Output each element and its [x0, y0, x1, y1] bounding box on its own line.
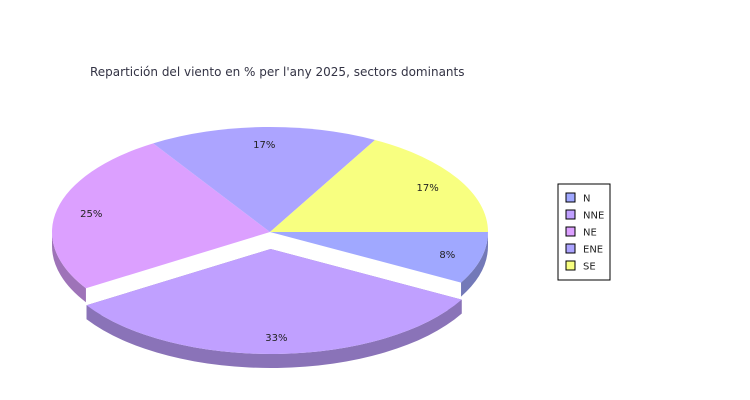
- legend-label-se: SE: [583, 262, 596, 273]
- pie-slice-side-ne: [52, 232, 86, 303]
- slice-label-n: 8%: [439, 250, 455, 261]
- pie-slice-n: [270, 232, 488, 283]
- legend-swatch-ne: [565, 226, 576, 237]
- legend-label-n: N: [583, 194, 590, 205]
- legend: N NNE NE ENE SE: [557, 183, 611, 281]
- pie-slice-ene: [153, 126, 376, 232]
- chart-title: Repartición del viento en % per l'any 20…: [90, 65, 464, 79]
- legend-label-ene: ENE: [583, 245, 603, 256]
- pie-slice-ne: [51, 143, 270, 289]
- legend-label-ne: NE: [583, 228, 597, 239]
- legend-swatch-se: [565, 260, 576, 271]
- slice-label-se: 17%: [417, 183, 439, 194]
- slice-label-nne: 33%: [265, 333, 287, 344]
- pie-slice-se: [270, 139, 488, 232]
- pie-slice-side-nne: [86, 299, 462, 368]
- pie-group: [51, 126, 488, 368]
- legend-label-nne: NNE: [583, 211, 604, 222]
- pie-slice-side-n: [461, 232, 488, 297]
- legend-swatch-ene: [565, 243, 576, 254]
- slice-label-ene: 17%: [253, 140, 275, 151]
- slice-label-ne: 25%: [80, 209, 102, 220]
- legend-swatch-n: [565, 192, 576, 203]
- pie-slice-nne: [86, 248, 462, 354]
- legend-swatch-nne: [565, 209, 576, 220]
- slice-labels: 8% 33% 25% 17% 17%: [80, 140, 455, 344]
